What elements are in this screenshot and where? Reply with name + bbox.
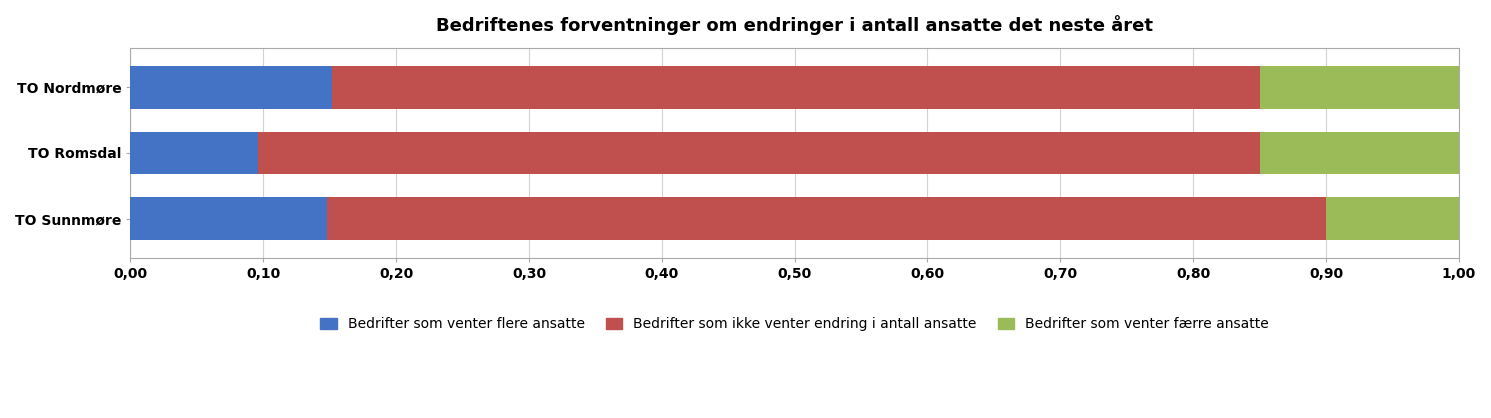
- Legend: Bedrifter som venter flere ansatte, Bedrifter som ikke venter endring i antall a: Bedrifter som venter flere ansatte, Bedr…: [315, 312, 1275, 337]
- Bar: [332, 66, 1260, 109]
- Bar: [130, 66, 332, 109]
- Bar: [258, 132, 1260, 174]
- Bar: [1260, 132, 1458, 174]
- Bar: [130, 197, 327, 240]
- Title: Bedriftenes forventninger om endringer i antall ansatte det neste året: Bedriftenes forventninger om endringer i…: [437, 15, 1153, 35]
- Bar: [1325, 197, 1458, 240]
- Bar: [327, 197, 1325, 240]
- Bar: [130, 132, 258, 174]
- Bar: [1260, 66, 1458, 109]
